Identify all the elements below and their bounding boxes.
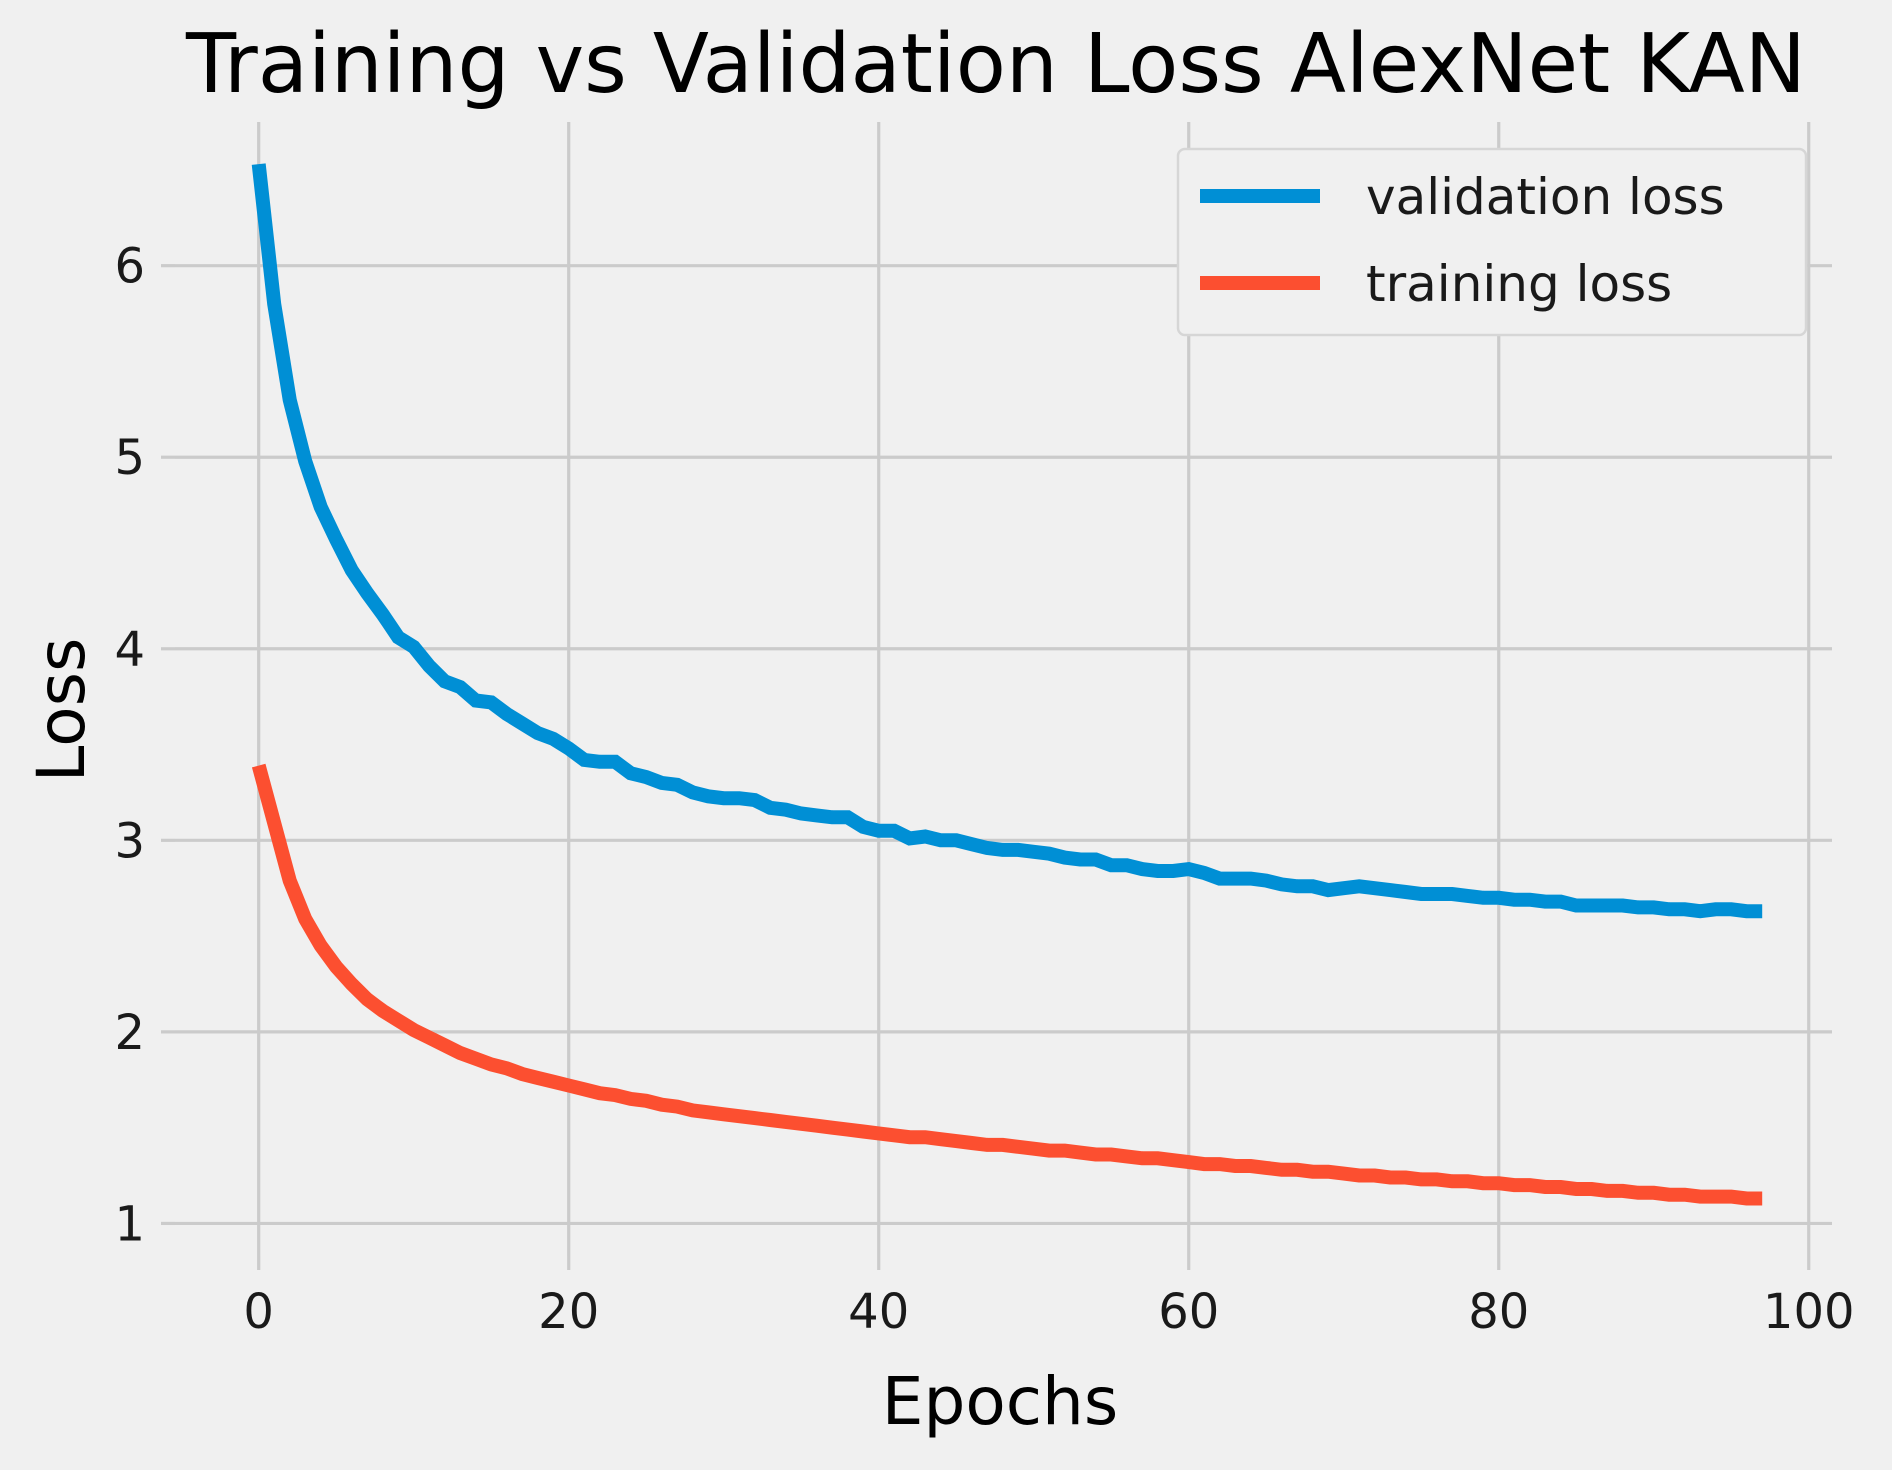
x-tick-label: 20: [538, 1284, 599, 1340]
legend: validation loss training loss: [1176, 147, 1808, 337]
x-tick-label: 0: [243, 1284, 274, 1340]
x-tick-label: 40: [848, 1284, 909, 1340]
axis-ticks: 0 20 40 60 80 100 1 2 3 4 5 6: [114, 239, 1854, 1340]
training-loss-line: [251, 763, 1763, 1206]
y-axis-label: Loss: [23, 638, 100, 783]
legend-box: [1176, 147, 1808, 337]
x-tick-label: 60: [1158, 1284, 1219, 1340]
y-tick-label: 2: [114, 1005, 145, 1061]
y-tick-label: 5: [114, 430, 145, 486]
legend-label-training-loss: training loss: [1366, 255, 1672, 313]
x-axis-label: Epochs: [882, 1363, 1118, 1440]
grid: [175, 122, 1832, 1256]
y-tick-label: 6: [114, 239, 145, 295]
x-tick-label: 100: [1763, 1284, 1855, 1340]
y-tick-label: 1: [114, 1196, 145, 1252]
chart-title: Training vs Validation Loss AlexNet KAN: [185, 17, 1806, 112]
x-tick-label: 80: [1468, 1284, 1529, 1340]
y-tick-label: 3: [114, 813, 145, 869]
y-tick-label: 4: [114, 622, 145, 678]
series-lines: [251, 163, 1763, 1206]
legend-label-validation-loss: validation loss: [1366, 168, 1725, 226]
validation-loss-line: [251, 163, 1763, 919]
